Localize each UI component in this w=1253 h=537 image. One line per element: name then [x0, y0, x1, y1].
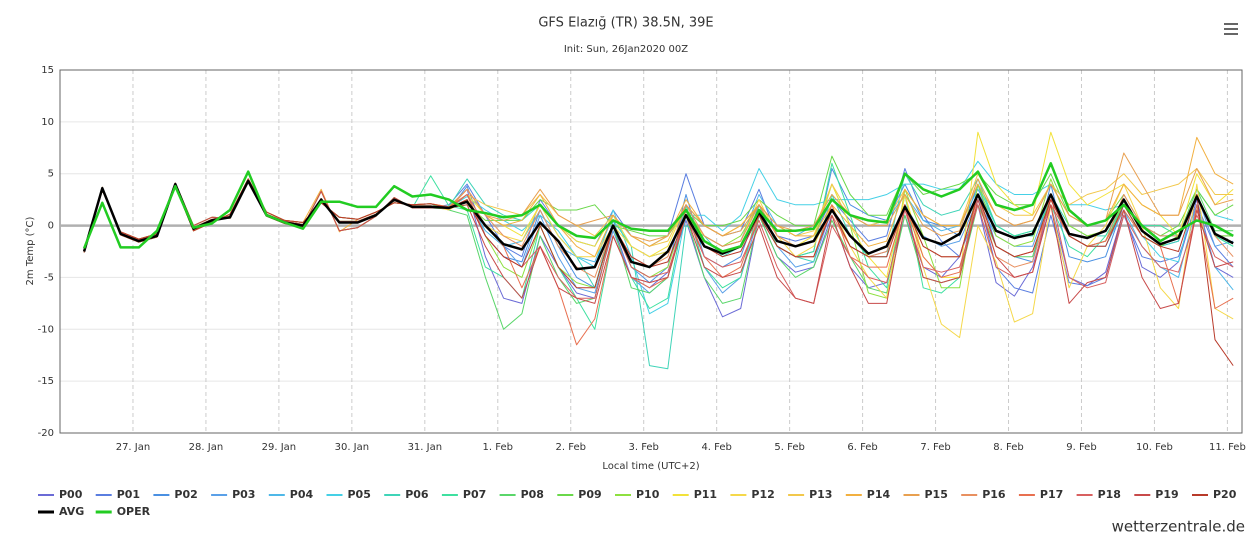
x-tick-label: 29. Jan: [262, 442, 297, 453]
x-tick-label: 6. Feb: [847, 442, 877, 453]
x-tick-label: 4. Feb: [701, 442, 731, 453]
chart-subtitle: Init: Sun, 26Jan2020 00Z: [564, 44, 688, 55]
legend-label: P00: [59, 488, 83, 501]
credit: wetterzentrale.de: [1112, 518, 1245, 536]
legend-label: P04: [290, 488, 314, 501]
x-tick-label: 31. Jan: [408, 442, 443, 453]
series-line: [83, 178, 1234, 366]
legend-label: P01: [117, 488, 140, 501]
x-tick-label: 11. Feb: [1209, 442, 1246, 453]
x-tick-label: 28. Jan: [189, 442, 224, 453]
y-tick-label: 15: [41, 65, 54, 76]
x-tick-label: 9. Feb: [1066, 442, 1096, 453]
series-line: [82, 162, 1234, 253]
menu-button[interactable]: [1224, 23, 1238, 35]
legend-label: P13: [809, 488, 832, 501]
legend-label: AVG: [59, 505, 84, 518]
y-tick-label: -15: [38, 376, 54, 387]
x-tick-label: 2. Feb: [556, 442, 586, 453]
legend-label: P15: [925, 488, 948, 501]
x-tick-label: 27. Jan: [116, 442, 151, 453]
legend-label: P20: [1213, 488, 1237, 501]
y-tick-label: -10: [38, 324, 54, 335]
legend-label: P18: [1098, 488, 1121, 501]
legend-label: P19: [1155, 488, 1178, 501]
y-tick-label: -20: [38, 428, 54, 439]
x-tick-label: 1. Feb: [483, 442, 513, 453]
legend-label: P06: [405, 488, 429, 501]
y-axis-label: 2m Temp (°C): [25, 216, 36, 285]
y-tick-label: 0: [48, 221, 54, 232]
legend-label: P16: [982, 488, 1006, 501]
legend-label: P02: [174, 488, 197, 501]
chart-title: GFS Elazığ (TR) 38.5N, 39E: [538, 16, 713, 31]
legend-label: P05: [348, 488, 371, 501]
x-tick-label: 3. Feb: [628, 442, 658, 453]
x-axis-label: Local time (UTC+2): [602, 461, 699, 472]
x-tick-label: 30. Jan: [335, 442, 370, 453]
legend-label: P17: [1040, 488, 1063, 501]
menu-bar: [1224, 33, 1238, 35]
legend-label: P07: [463, 488, 486, 501]
legend-label: P09: [578, 488, 601, 501]
y-tick-label: -5: [44, 272, 54, 283]
menu-bar: [1224, 23, 1238, 25]
x-tick-label: 7. Feb: [920, 442, 950, 453]
x-tick-label: 8. Feb: [993, 442, 1023, 453]
legend-label: P11: [694, 488, 717, 501]
plot-border: [59, 69, 1243, 434]
x-tick-label: 5. Feb: [774, 442, 804, 453]
x-tick-label: 10. Feb: [1136, 442, 1173, 453]
legend-label: P14: [867, 488, 891, 501]
legend-label: P08: [521, 488, 544, 501]
y-tick-label: 10: [41, 117, 54, 128]
menu-bar: [1224, 28, 1238, 30]
legend-label: P10: [636, 488, 660, 501]
y-tick-label: 5: [48, 169, 54, 180]
legend-label: P12: [751, 488, 774, 501]
legend-label: P03: [232, 488, 255, 501]
legend-label: OPER: [117, 505, 151, 518]
